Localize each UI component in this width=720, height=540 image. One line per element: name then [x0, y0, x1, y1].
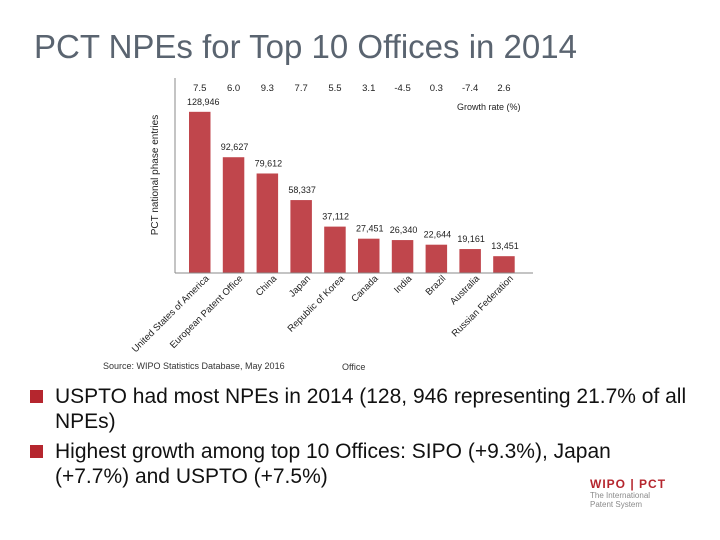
bar-value-label: 79,612 [255, 158, 283, 168]
bar [493, 256, 515, 273]
bar [290, 200, 312, 273]
category-label: China [254, 273, 280, 299]
growth-rate-label: 6.0 [227, 83, 240, 94]
logo-brand: WIPO | PCT [590, 477, 667, 491]
category-label: Japan [287, 273, 313, 299]
bar-value-label: 13,451 [491, 241, 519, 251]
growth-rate-label: 7.7 [295, 83, 308, 94]
growth-row-bg [177, 78, 533, 98]
category-label: Brazil [424, 273, 449, 298]
growth-rate-label: 2.6 [497, 83, 510, 94]
growth-rate-label: -4.5 [394, 83, 410, 94]
bar-value-label: 26,340 [390, 225, 418, 235]
growth-rate-legend: Growth rate (%) [457, 102, 521, 112]
bar-value-label: 92,627 [221, 142, 249, 152]
y-axis-label: PCT national phase entries [150, 115, 161, 235]
growth-rate-label: 3.1 [362, 83, 375, 94]
bullet-text: Highest growth among top 10 Offices: SIP… [55, 440, 611, 488]
bar [189, 111, 211, 273]
bars-group [189, 111, 515, 273]
bar [425, 244, 448, 273]
bullet-item: Highest growth among top 10 Offices: SIP… [30, 439, 690, 489]
category-label: Republic of Korea [286, 273, 348, 335]
slide-title: PCT NPEs for Top 10 Offices in 2014 [34, 28, 577, 65]
bar-chart: 7.5 6.0 9.3 7.7 5.5 3.1 -4.5 0.3 -7.4 2.6 Growth r… [130, 78, 533, 355]
growth-rate-label: 0.3 [430, 83, 443, 94]
growth-rate-label: 9.3 [261, 83, 274, 94]
category-label: India [392, 273, 415, 296]
x-axis-label: Office [342, 362, 366, 372]
value-labels-group: 128,946 92,627 79,612 58,337 37,112 27,451 26,… [187, 97, 519, 251]
growth-rate-label: 5.5 [328, 83, 341, 94]
bar [391, 240, 414, 273]
bullet-square-icon [30, 445, 43, 458]
bullet-text: USPTO had most NPEs in 2014 (128, 946 re… [55, 385, 687, 433]
wipo-pct-logo: WIPO | PCT The International Patent Syst… [590, 477, 690, 509]
bullet-item: USPTO had most NPEs in 2014 (128, 946 re… [30, 384, 690, 434]
growth-rate-row: 7.5 6.0 9.3 7.7 5.5 3.1 -4.5 0.3 -7.4 2.6 Growth r… [177, 78, 533, 112]
category-label: Canada [349, 273, 381, 305]
bar [324, 226, 346, 273]
bar-value-label: 27,451 [356, 224, 384, 234]
logo-tagline: The International [590, 491, 651, 500]
bar [459, 249, 481, 273]
bar [256, 173, 279, 273]
bar-value-label: 37,112 [322, 212, 349, 222]
chart-source: Source: WIPO Statistics Database, May 20… [103, 361, 285, 371]
category-label: Russian Federation [450, 273, 516, 339]
bar-value-label: 128,946 [187, 97, 220, 107]
bar-value-label: 19,161 [457, 234, 485, 244]
bar [222, 157, 245, 273]
bullet-square-icon [30, 390, 43, 403]
bar [358, 238, 380, 273]
bullet-list: USPTO had most NPEs in 2014 (128, 946 re… [30, 384, 690, 494]
growth-rate-label: -7.4 [462, 83, 478, 94]
bar-value-label: 58,337 [288, 185, 316, 195]
growth-rate-label: 7.5 [193, 83, 206, 94]
logo-tagline: Patent System [590, 500, 643, 509]
category-label: Australia [448, 273, 482, 307]
bar-value-label: 22,644 [424, 230, 452, 240]
